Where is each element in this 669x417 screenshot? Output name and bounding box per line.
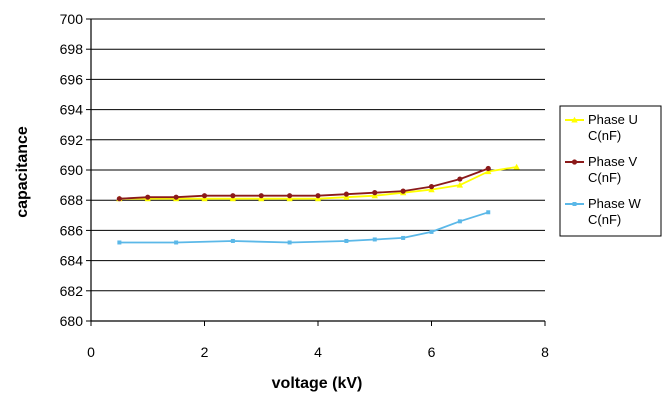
legend-label-line: C(nF) [588,212,621,227]
legend-label-line: Phase W [588,196,641,211]
y-tick-label: 680 [60,313,84,329]
data-point [371,192,378,199]
y-tick-label: 690 [60,162,84,178]
legend-entry: Phase V C(nF) [565,154,637,185]
data-point [287,240,292,245]
data-point [173,194,179,200]
data-point [287,193,293,199]
data-point [457,219,462,224]
legend-label-line: Phase V [588,154,637,169]
legend-label: Phase W C(nF) [588,196,641,227]
y-tick-label: 696 [60,71,84,87]
label-layer: voltage (kV) capacitance [14,126,362,392]
legend-box [559,105,662,237]
data-point [344,238,349,243]
data-point [401,235,406,240]
x-tick-label: 8 [541,344,549,360]
y-tick-label: 692 [60,132,84,148]
data-point [258,195,265,202]
series-3 [117,210,491,245]
y-tick-label: 688 [60,192,84,208]
series-line [119,211,489,244]
x-axis-title: voltage (kV) [272,375,363,392]
data-point [486,210,491,215]
data-point [485,168,492,175]
legend-label: Phase U C(nF) [588,112,638,143]
data-point [400,188,406,194]
grid-layer [91,18,545,322]
x-tick-label: 6 [428,344,436,360]
data-point [230,238,235,243]
series-2 [116,165,491,202]
legend-swatch-marker [572,202,577,206]
axis-layer: 680 682 684 686 688 690 692 694 696 698 700 0 2 4 6 8 [60,11,549,360]
legend-entry: Phase U C(nF) [565,112,638,143]
data-point [457,176,463,182]
y-tick-label: 682 [60,283,84,299]
legend-label-line: Phase U [588,112,638,127]
data-point [230,193,236,199]
legend-swatch-marker [571,159,578,165]
data-point [513,163,520,170]
data-point [429,229,434,234]
y-tick-label: 698 [60,41,84,57]
data-point [343,193,350,200]
series-line [119,167,489,200]
data-point [201,193,208,199]
data-point [372,190,378,196]
series-layer [116,163,520,245]
legend: Phase U C(nF)Phase V C(nF)Phase W C(nF) [559,105,662,237]
data-point [428,186,435,193]
data-point [428,184,435,190]
x-tick-label: 0 [87,344,95,360]
data-point [201,195,208,202]
y-tick-label: 694 [60,102,84,118]
y-tick-label: 700 [60,11,84,27]
data-point [286,195,293,202]
x-tick-label: 2 [201,344,209,360]
y-tick-label: 684 [60,253,84,269]
data-point [117,240,122,245]
y-axis-title: capacitance [14,126,31,218]
legend-swatch-marker [571,116,578,123]
data-point [456,181,464,188]
data-point [343,191,349,197]
data-point [314,195,322,202]
data-point [116,196,122,202]
legend-label-line: C(nF) [588,128,621,143]
data-point [258,193,264,199]
data-point [174,240,179,245]
data-point [372,237,377,242]
data-point [229,195,237,202]
legend-label-line: C(nF) [588,170,621,185]
data-point [485,165,491,172]
data-point [315,193,321,199]
y-tick-label: 686 [60,222,84,238]
data-point [145,194,151,200]
legend-entry: Phase W C(nF) [565,196,641,227]
x-tick-label: 4 [314,344,322,360]
legend-label: Phase V C(nF) [588,154,637,185]
